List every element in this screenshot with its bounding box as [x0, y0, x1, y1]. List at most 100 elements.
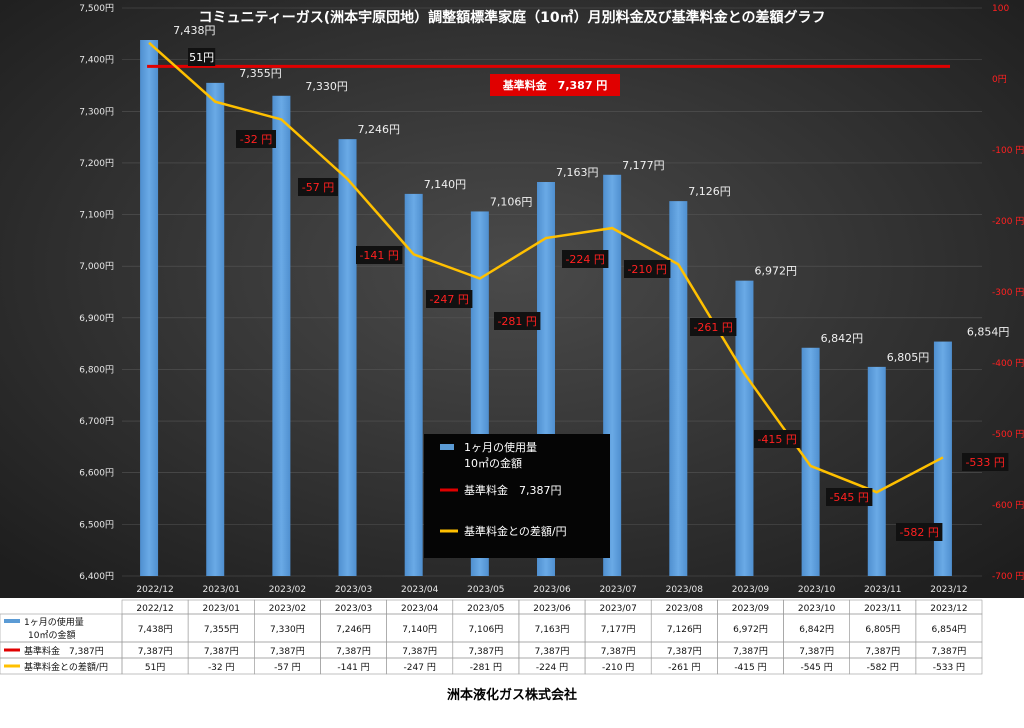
bar-value-label: 6,842円 — [821, 332, 864, 345]
table-cell-value: -545 円 — [800, 662, 832, 673]
table-swatch-bar — [4, 619, 20, 623]
x-axis-tick-label: 2023/05 — [467, 585, 504, 595]
diff-value-label: -533 円 — [965, 456, 1004, 469]
right-axis-tick-label: -100 円 — [992, 145, 1024, 156]
bar — [669, 201, 688, 576]
left-axis-tick-label: 7,100円 — [79, 210, 114, 221]
left-axis-tick-label: 6,700円 — [79, 416, 114, 427]
bar — [338, 139, 357, 576]
right-axis-tick-label: -300 円 — [992, 287, 1024, 298]
x-axis-tick-label: 2022/12 — [136, 585, 173, 595]
bar — [801, 347, 820, 576]
table-cell-value: 7,177円 — [601, 624, 636, 635]
diff-label-box — [494, 312, 541, 330]
table-header-label: 2023/06 — [533, 604, 571, 614]
right-axis-tick-label: 100 — [992, 4, 1009, 14]
diff-label-box — [236, 130, 276, 148]
table-header-label: 2023/01 — [203, 604, 240, 614]
table-header-label: 2023/09 — [732, 604, 770, 614]
table-cell-value: 6,842円 — [799, 624, 834, 635]
bar — [140, 40, 159, 577]
table-cell-value: 7,163円 — [535, 624, 570, 635]
legend-label-diff: 基準料金との差額/円 — [464, 524, 567, 538]
table-cell-value: -32 円 — [208, 662, 235, 673]
diff-line — [148, 41, 944, 494]
table-header-label: 2023/02 — [269, 604, 306, 614]
table-cell-value: 7,126円 — [667, 624, 702, 635]
table-cell-value: -261 円 — [668, 662, 700, 673]
diff-label-box — [426, 290, 473, 308]
left-axis-tick-label: 6,400円 — [79, 571, 114, 582]
table-cell-value: 51円 — [145, 662, 165, 673]
left-axis-tick-label: 6,800円 — [79, 364, 114, 375]
diff-value-label: -247 円 — [429, 293, 468, 306]
bar-value-label: 6,972円 — [754, 265, 797, 278]
table-cell-value: 7,387円 — [402, 646, 437, 657]
bar-value-label: 7,355円 — [239, 67, 282, 80]
table-header-label: 2023/05 — [467, 604, 504, 614]
diff-value-label: -545 円 — [829, 491, 868, 504]
base-annotation-text: 基準料金 7,387 円 — [502, 78, 608, 92]
table-cell-value: -582 円 — [867, 662, 899, 673]
table-header-label: 2023/11 — [864, 604, 901, 614]
diff-label-box — [690, 318, 737, 336]
right-axis-tick-label: -500 円 — [992, 429, 1024, 440]
diff-value-label: -210 円 — [627, 263, 666, 276]
table-cell-value: 7,355円 — [204, 624, 239, 635]
diff-value-label: -32 円 — [240, 133, 272, 146]
diff-value-label: -141 円 — [359, 249, 398, 262]
diff-label-box — [562, 250, 609, 268]
x-axis-tick-label: 2023/02 — [269, 585, 306, 595]
bar — [404, 193, 423, 576]
table-cell-value: 7,387円 — [270, 646, 305, 657]
table-cell-value: 6,854円 — [932, 624, 967, 635]
table-cell-value: 7,140円 — [402, 624, 437, 635]
chart-title: コミュニティーガス(洲本宇原団地）調整額標準家庭（10㎥）月別料金及び基準料金と… — [199, 9, 826, 26]
table-header-label: 2023/03 — [335, 604, 372, 614]
table-cell-value: 7,438円 — [138, 624, 173, 635]
legend-box — [424, 434, 610, 558]
diff-label-box — [962, 453, 1009, 471]
bar-value-label: 7,140円 — [424, 178, 467, 191]
bar-value-label: 7,438円 — [173, 24, 216, 37]
left-axis-tick-label: 6,600円 — [79, 468, 114, 479]
table-cell-value: 7,387円 — [733, 646, 768, 657]
legend-label-bar-2: 10㎥の金額 — [464, 456, 522, 470]
table-cell — [915, 657, 983, 675]
table-header-label: 2023/12 — [930, 604, 967, 614]
bar-value-label: 7,177円 — [622, 159, 665, 172]
table-cell-value: -224 円 — [536, 662, 568, 673]
table-header-label: 2023/07 — [599, 604, 636, 614]
x-axis-tick-label: 2023/04 — [401, 585, 439, 595]
table-cell-value: -141 円 — [337, 662, 369, 673]
x-axis-tick-label: 2023/09 — [732, 585, 770, 595]
legend-label-bar: 1ヶ月の使用量 — [464, 441, 537, 454]
right-axis-tick-label: -600 円 — [992, 500, 1024, 511]
diff-value-label: -582 円 — [899, 526, 938, 539]
bar-value-label: 7,246円 — [358, 123, 401, 136]
x-axis-tick-label: 2023/01 — [203, 585, 240, 595]
left-axis-tick-label: 6,500円 — [79, 519, 114, 530]
x-axis-tick-label: 2023/12 — [930, 585, 967, 595]
table-cell-value: 7,387円 — [535, 646, 570, 657]
table-cell-value: -57 円 — [274, 662, 301, 673]
diff-value-label: -224 円 — [565, 253, 604, 266]
right-axis-tick-label: -200 円 — [992, 216, 1024, 227]
table-cell-value: 7,387円 — [468, 646, 503, 657]
table-header-label: 2022/12 — [136, 604, 173, 614]
left-axis-tick-label: 7,000円 — [79, 261, 114, 272]
diff-label-box — [624, 260, 671, 278]
table-cell-value: 6,805円 — [865, 624, 900, 635]
diff-label-box — [754, 430, 801, 448]
bar-value-label: 7,126円 — [688, 185, 731, 198]
table-cell-value: -247 円 — [404, 662, 436, 673]
table-cell-value: 7,387円 — [601, 646, 636, 657]
table-cell-value: 7,387円 — [138, 646, 173, 657]
left-axis-tick-label: 7,400円 — [79, 55, 114, 66]
bar-value-label: 6,854円 — [967, 326, 1010, 339]
table-cell-value: -415 円 — [734, 662, 766, 673]
table-row-label: 基準料金との差額/円 — [24, 661, 108, 673]
bar-value-label: 6,805円 — [887, 351, 930, 364]
diff-label-box — [298, 178, 338, 196]
